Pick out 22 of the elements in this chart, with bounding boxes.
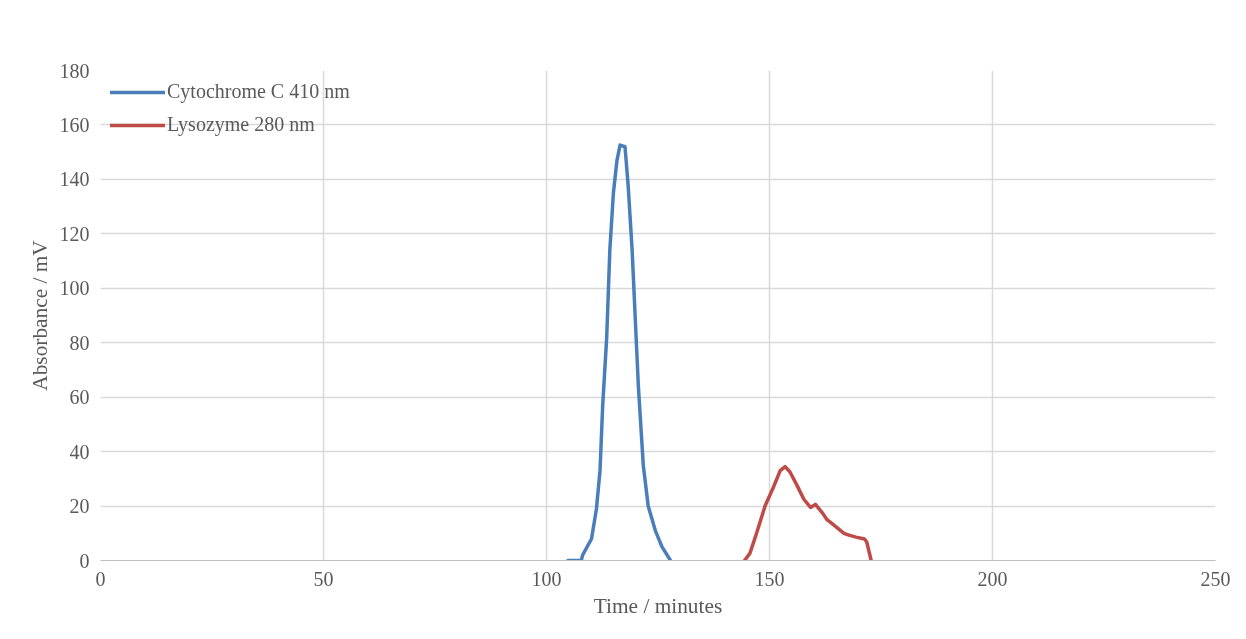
y-tick-label: 20 bbox=[69, 495, 90, 518]
y-axis-title: Absorbance / mV bbox=[27, 239, 52, 391]
y-tick-label: 180 bbox=[59, 59, 90, 82]
y-tick-label: 140 bbox=[59, 168, 90, 191]
y-tick-label: 0 bbox=[79, 549, 90, 572]
x-tick-label: 250 bbox=[1200, 567, 1231, 590]
y-tick-label: 60 bbox=[69, 386, 90, 409]
x-tick-label: 100 bbox=[531, 567, 562, 590]
line-series bbox=[742, 464, 873, 561]
x-tick-label: 50 bbox=[313, 567, 334, 590]
y-tick-label: 80 bbox=[69, 331, 90, 354]
x-axis-title: Time / minutes bbox=[593, 593, 723, 618]
x-tick-label: 150 bbox=[754, 567, 785, 590]
y-tick-label: 40 bbox=[69, 440, 90, 463]
x-tick-label: 0 bbox=[95, 567, 106, 590]
x-tick-label: 200 bbox=[977, 567, 1008, 590]
legend-label: Cytochrome C 410 nm bbox=[167, 80, 350, 103]
line-series bbox=[566, 143, 673, 561]
legend-label: Lysozyme 280 nm bbox=[167, 113, 315, 136]
y-tick-label: 160 bbox=[59, 113, 90, 136]
y-tick-label: 120 bbox=[59, 222, 90, 245]
y-tick-label: 100 bbox=[59, 277, 90, 300]
